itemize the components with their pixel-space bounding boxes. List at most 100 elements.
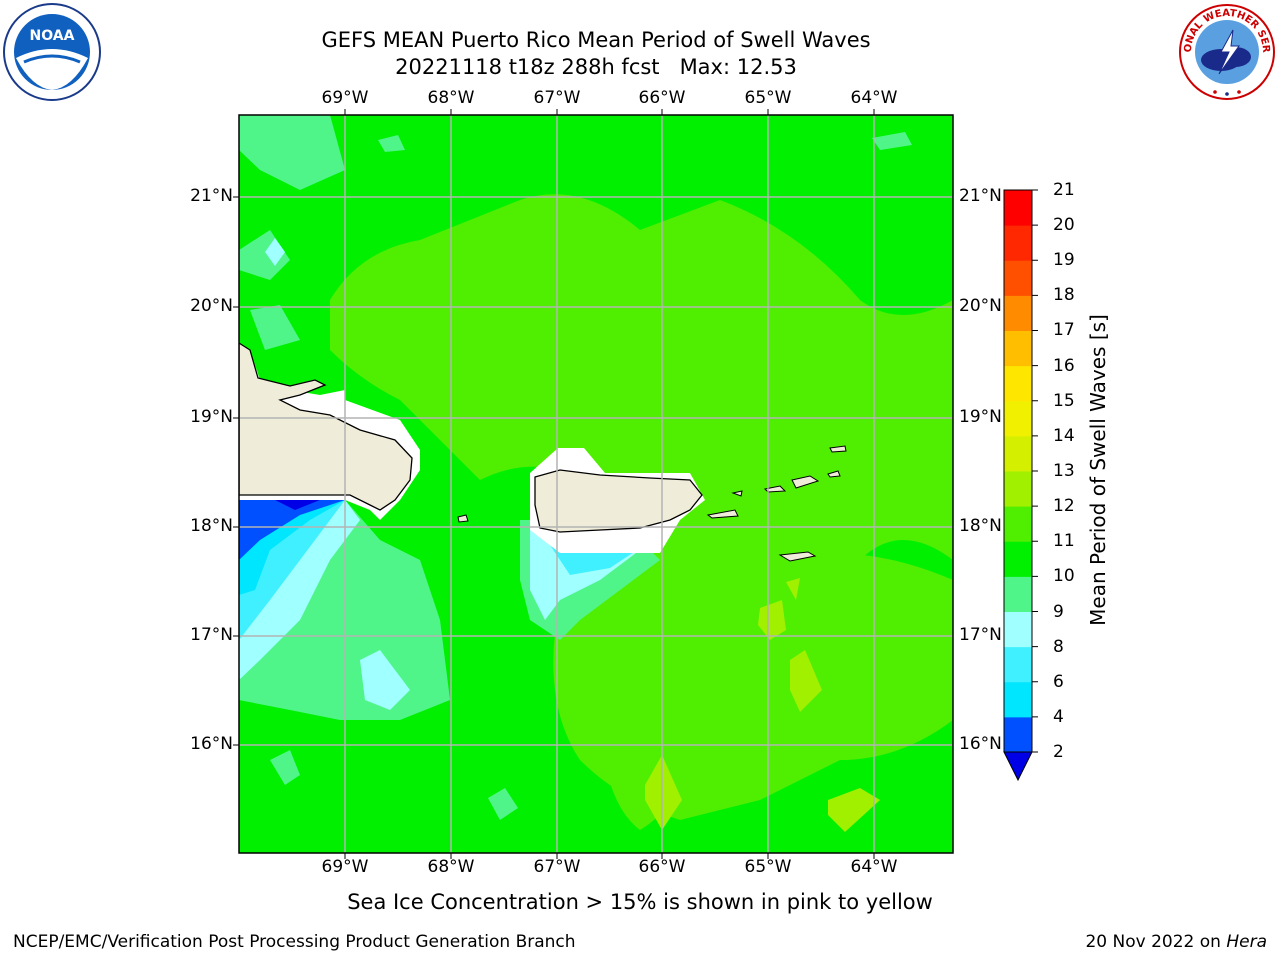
lat-label-right-17n: 17°N [959,625,1002,645]
map-tick-marks [233,109,875,859]
colorbar-tick-18: 18 [1053,285,1075,305]
colorbar-segment-15-16 [1004,365,1032,402]
field-6-8s-pr [550,545,640,575]
colorbar-segment-11-12 [1004,506,1032,542]
colorbar-tick-10: 10 [1053,566,1075,586]
lon-label-top-67w: 67°W [533,88,581,108]
field-8-9s-patch [360,650,410,710]
colorbar-segment-12-13 [1004,471,1032,507]
field-9-10s-n [378,135,405,152]
field-9-10s-nw3 [250,305,300,350]
footer-date: 20 Nov 2022 on Hera [1085,932,1267,952]
lon-label-bottom-69w: 69°W [321,857,369,877]
field-9-10s-s2 [488,788,518,820]
colorbar-segment-13-14 [1004,435,1032,472]
colorbar-segment-20-21 [1004,190,1032,226]
footer-date-text: 20 Nov 2022 on [1085,932,1221,952]
field-10-11s [239,115,953,853]
field-under-2s [275,500,320,510]
colorbar-segment-14-15 [1004,400,1032,437]
colorbar-segment-6-8 [1004,646,1032,683]
lat-label-left-21n: 21°N [190,186,233,206]
nws-logo: NATIONAL WEATHER SERVICE [1177,2,1275,100]
colorbar-tick-6: 6 [1053,672,1064,692]
colorbar-tick-14: 14 [1053,426,1075,446]
field-9-10s-nw [239,115,345,190]
colorbar-tick-12: 12 [1053,496,1075,516]
island-st-croix [778,551,817,562]
field-12-13s-e [786,578,800,600]
field-2-4s-sw [239,500,345,560]
footer-branch: NCEP/EMC/Verification Post Processing Pr… [13,932,576,952]
field-9-10s-pr [520,520,660,640]
colorbar-tick-15: 15 [1053,391,1075,411]
colorbar-segment-8-9 [1004,611,1032,648]
colorbar-tick-21: 21 [1053,180,1075,200]
field-8-9s-sw [239,500,360,680]
lon-label-bottom-68w: 68°W [427,857,475,877]
colorbar-tick-16: 16 [1053,356,1075,376]
lat-label-left-19n: 19°N [190,407,233,427]
colorbar-frame [1003,189,1033,753]
field-9-10s-sw [239,500,450,720]
lat-label-right-16n: 16°N [959,734,1002,754]
field-9-10s-ne [872,132,912,150]
noaa-logo: NOAA [3,3,101,101]
colorbar-label: Mean Period of Swell Waves [s] [1086,314,1110,626]
lon-label-top-68w: 68°W [427,88,475,108]
island-sombrero [829,445,847,453]
lat-label-right-21n: 21°N [959,186,1002,206]
field-11-12s-south [553,553,953,820]
mask-puerto-rico [530,448,705,553]
colorbar-tick-4: 4 [1053,707,1064,727]
field-4-6s-sw [239,500,345,595]
chart-title: GEFS MEAN Puerto Rico Mean Period of Swe… [321,28,871,52]
field-8-9s-spot [265,238,285,266]
noaa-logo-text: NOAA [30,28,75,44]
lon-label-bottom-66w: 66°W [638,857,686,877]
lat-label-left-17n: 17°N [190,625,233,645]
colorbar-under-arrow [1003,751,1033,782]
field-9-10s-s [270,750,300,785]
lat-label-right-20n: 20°N [959,296,1002,316]
map-gridlines [239,115,953,853]
lon-label-top-69w: 69°W [321,88,369,108]
colorbar-tick-13: 13 [1053,461,1075,481]
map-frame [238,114,954,854]
colorbar-segment-2-4 [1004,716,1032,753]
mask-hispaniola [239,343,420,520]
colorbar-tick-8: 8 [1053,637,1064,657]
island-vieques [706,509,739,519]
lon-label-top-66w: 66°W [638,88,686,108]
colorbar [1003,189,1038,782]
colorbar-tick-9: 9 [1053,602,1064,622]
island-tortola [791,475,820,489]
colorbar-segment-17-18 [1004,295,1032,331]
field-12-13s-b [790,650,822,712]
footer-machine: Hera [1226,932,1267,952]
lat-label-left-18n: 18°N [190,516,233,536]
swell-period-field [239,115,953,853]
lon-label-bottom-65w: 65°W [744,857,792,877]
chart-subtitle: 20221118 t18z 288h fcst Max: 12.53 [395,55,797,79]
lat-label-left-16n: 16°N [190,734,233,754]
island-culebra [731,490,743,497]
colorbar-tick-19: 19 [1053,250,1075,270]
lon-label-top-65w: 65°W [744,88,792,108]
field-12-13s-d [828,788,880,832]
colorbar-segment-9-10 [1004,576,1032,612]
field-8-9s-pr [530,530,640,620]
lon-label-top-64w: 64°W [850,88,898,108]
lat-label-right-19n: 19°N [959,407,1002,427]
field-6-8s-sw [239,500,345,640]
colorbar-tick-20: 20 [1053,215,1075,235]
island-mona [457,514,469,523]
sea-ice-note: Sea Ice Concentration > 15% is shown in … [347,890,933,914]
field-9-10s-nw2 [239,230,290,280]
land-hispaniola [239,342,413,511]
colorbar-segment-4-6 [1004,681,1032,718]
lat-label-left-20n: 20°N [190,296,233,316]
field-12-13s-c [758,600,786,640]
colorbar-tick-2: 2 [1053,742,1064,762]
lon-label-bottom-67w: 67°W [533,857,581,877]
